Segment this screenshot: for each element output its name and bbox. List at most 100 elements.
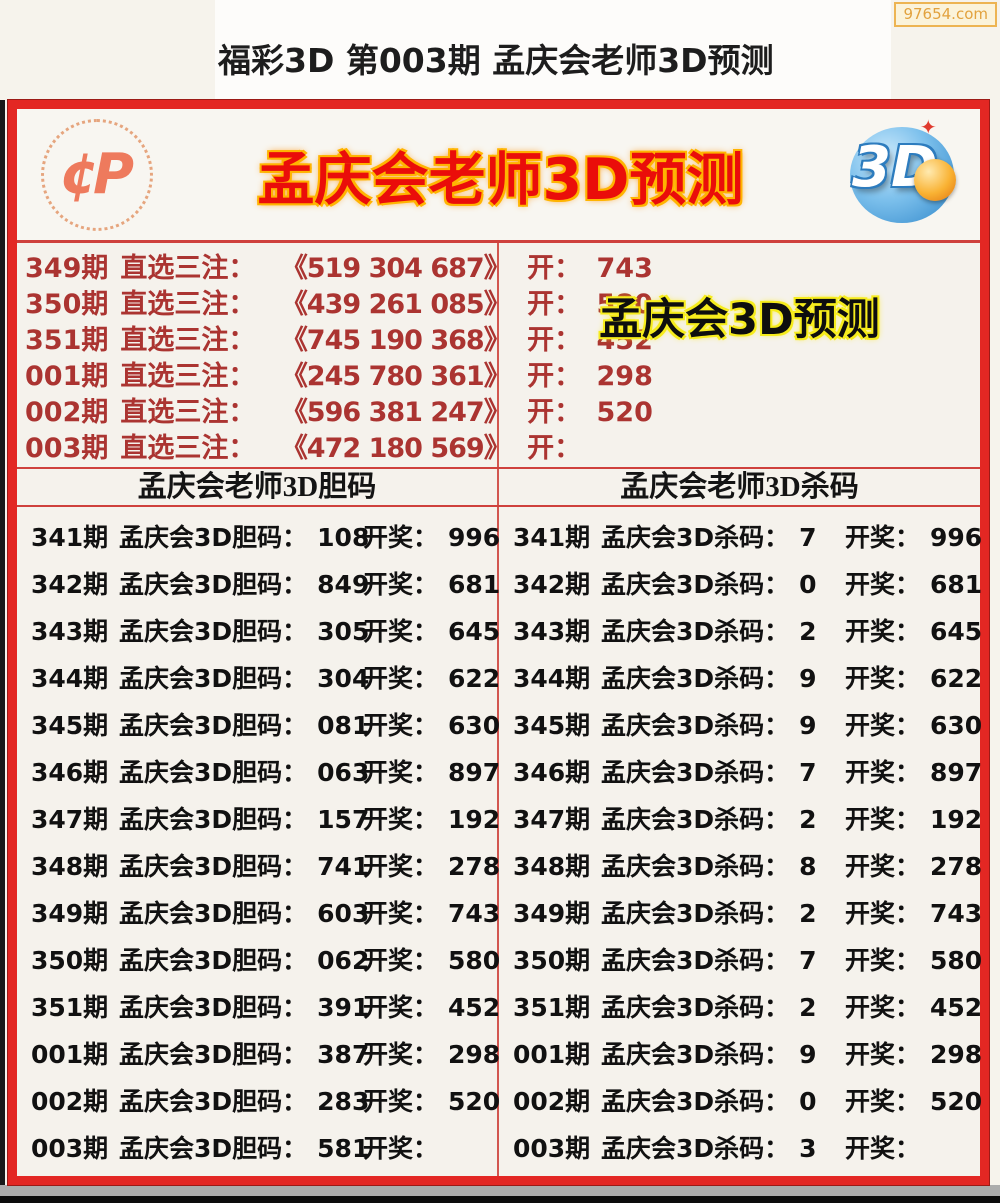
period-label: 348期 bbox=[513, 851, 591, 881]
result-value: 192 bbox=[448, 804, 501, 834]
result-label: 开奖： bbox=[845, 522, 921, 552]
result-cell: 开奖： 452 bbox=[845, 988, 982, 1024]
table-row: 343期 孟庆会3D胆码： 305 开奖： 645 bbox=[17, 606, 500, 653]
code-cell: 孟庆会3D杀码： 9 bbox=[601, 659, 845, 695]
result-value: 452 bbox=[930, 992, 983, 1022]
data-area: 341期 孟庆会3D胆码： 108 开奖： 996 342期 孟庆会3D胆码： 849… bbox=[17, 507, 982, 1176]
3d-logo-crown-icon: ✦ bbox=[919, 114, 937, 139]
code-label: 孟庆会3D胆码： bbox=[119, 569, 308, 599]
result-value: 520 bbox=[930, 1086, 983, 1116]
table-row: 351期 孟庆会3D杀码： 2 开奖： 452 bbox=[499, 982, 982, 1029]
code-value: 081 bbox=[317, 710, 370, 740]
result-value: 622 bbox=[930, 663, 983, 693]
result-cell: 开奖： 743 bbox=[363, 894, 500, 930]
table-row: 345期 孟庆会3D胆码： 081 开奖： 630 bbox=[17, 700, 501, 747]
result-label: 开奖： bbox=[363, 898, 439, 928]
table-row: 341期 孟庆会3D杀码： 7 开奖： 996 bbox=[499, 512, 982, 559]
result-cell: 开奖： 996 bbox=[363, 518, 500, 554]
result-cell: 开奖： 580 bbox=[845, 941, 982, 977]
code-cell: 孟庆会3D胆码： 603 bbox=[119, 894, 369, 930]
result-cell: 开奖： 452 bbox=[363, 988, 500, 1024]
code-cell: 孟庆会3D杀码： 9 bbox=[601, 706, 845, 742]
period-label: 345期 bbox=[31, 710, 109, 740]
result-cell: 开奖： 298 bbox=[363, 1035, 500, 1071]
period-label: 345期 bbox=[513, 710, 591, 740]
table-row: 002期 孟庆会3D杀码： 0 开奖： 520 bbox=[499, 1076, 982, 1123]
code-value: 849 bbox=[317, 569, 370, 599]
code-label: 孟庆会3D胆码： bbox=[119, 663, 308, 693]
code-cell: 孟庆会3D胆码： 305 bbox=[119, 612, 369, 648]
period-label: 002期 bbox=[25, 397, 109, 428]
result-value: 630 bbox=[448, 710, 501, 740]
result-cell: 开奖： 996 bbox=[845, 518, 982, 554]
result-label: 开奖： bbox=[363, 1133, 439, 1163]
pick-numbers: 《472 180 569》 bbox=[280, 433, 511, 464]
period-label: 350期 bbox=[25, 289, 109, 320]
period-label: 001期 bbox=[25, 361, 109, 392]
open-result: 298 bbox=[596, 361, 653, 392]
code-value: 7 bbox=[799, 522, 817, 552]
result-cell: 开奖： 897 bbox=[363, 753, 500, 789]
period-label: 350期 bbox=[513, 945, 591, 975]
period-label: 001期 bbox=[31, 1039, 109, 1069]
prediction-row: 349期 直选三注： 《519 304 687》 开： 743 bbox=[25, 251, 653, 287]
code-cell: 孟庆会3D胆码： 581 bbox=[119, 1129, 369, 1165]
code-value: 9 bbox=[799, 1039, 817, 1069]
code-label: 孟庆会3D胆码： bbox=[119, 898, 308, 928]
watermark-link[interactable]: 97654.com bbox=[894, 2, 997, 27]
pick-type-label: 直选三注： bbox=[120, 325, 256, 356]
result-value: 743 bbox=[930, 898, 983, 928]
result-label: 开奖： bbox=[363, 1039, 439, 1069]
code-label: 孟庆会3D杀码： bbox=[601, 898, 790, 928]
code-cell: 孟庆会3D杀码： 2 bbox=[601, 988, 845, 1024]
open-label: 开： bbox=[527, 397, 582, 428]
result-cell: 开奖： 192 bbox=[363, 800, 500, 836]
open-label: 开： bbox=[527, 289, 582, 320]
open-result: 743 bbox=[596, 253, 653, 284]
period-label: 349期 bbox=[513, 898, 591, 928]
result-cell: 开奖： 192 bbox=[845, 800, 982, 836]
code-label: 孟庆会3D杀码： bbox=[601, 616, 790, 646]
code-cell: 孟庆会3D杀码： 0 bbox=[601, 565, 845, 601]
period-label: 347期 bbox=[31, 804, 109, 834]
welfare-lottery-logo-icon: ¢P bbox=[41, 118, 153, 231]
result-value: 996 bbox=[448, 522, 501, 552]
code-cell: 孟庆会3D胆码： 283 bbox=[119, 1082, 369, 1118]
pick-type-label: 直选三注： bbox=[120, 253, 256, 284]
table-row: 342期 孟庆会3D胆码： 849 开奖： 681 bbox=[17, 559, 500, 606]
main-panel: ¢P 孟庆会老师3D预测 ✦ 3D 349期 直选三注： 《519 304 68… bbox=[8, 100, 989, 1185]
open-label: 开： bbox=[527, 325, 582, 356]
sha-table: 341期 孟庆会3D杀码： 7 开奖： 996 342期 孟庆会3D杀码： 0 开奖：… bbox=[499, 507, 982, 1176]
open-result: 520 bbox=[596, 397, 653, 428]
code-cell: 孟庆会3D杀码： 7 bbox=[601, 518, 845, 554]
result-value: 298 bbox=[930, 1039, 983, 1069]
banner: ¢P 孟庆会老师3D预测 ✦ 3D bbox=[17, 109, 980, 243]
table-row: 344期 孟庆会3D胆码： 304 开奖： 622 bbox=[17, 653, 501, 700]
open-label: 开： bbox=[527, 361, 582, 392]
table-row: 349期 孟庆会3D胆码： 603 开奖： 743 bbox=[17, 888, 500, 935]
pick-numbers: 《596 381 247》 bbox=[280, 397, 511, 428]
code-value: 9 bbox=[799, 710, 817, 740]
pick-type-label: 直选三注： bbox=[120, 397, 256, 428]
code-cell: 孟庆会3D杀码： 2 bbox=[601, 612, 845, 648]
result-label: 开奖： bbox=[845, 616, 921, 646]
pick-numbers: 《745 190 368》 bbox=[280, 325, 511, 356]
table-row: 346期 孟庆会3D杀码： 7 开奖： 897 bbox=[499, 747, 982, 794]
bottom-black-bar bbox=[0, 1196, 1000, 1203]
3d-logo-ball-icon bbox=[914, 158, 956, 201]
result-cell: 开奖： bbox=[363, 1129, 448, 1165]
prediction-row: 351期 直选三注： 《745 190 368》 开： 452 bbox=[25, 323, 653, 359]
result-cell: 开奖： 743 bbox=[845, 894, 982, 930]
period-label: 002期 bbox=[31, 1086, 109, 1116]
result-value: 645 bbox=[930, 616, 983, 646]
code-cell: 孟庆会3D杀码： 7 bbox=[601, 941, 845, 977]
code-value: 304 bbox=[317, 663, 370, 693]
period-label: 003期 bbox=[513, 1133, 591, 1163]
code-label: 孟庆会3D胆码： bbox=[119, 992, 308, 1022]
result-value: 622 bbox=[448, 663, 501, 693]
table-row: 348期 孟庆会3D胆码： 741 开奖： 278 bbox=[17, 841, 500, 888]
code-value: 7 bbox=[799, 945, 817, 975]
result-value: 580 bbox=[448, 945, 501, 975]
sha-column-header: 孟庆会老师3D杀码 bbox=[620, 471, 859, 503]
code-label: 孟庆会3D杀码： bbox=[601, 1039, 790, 1069]
